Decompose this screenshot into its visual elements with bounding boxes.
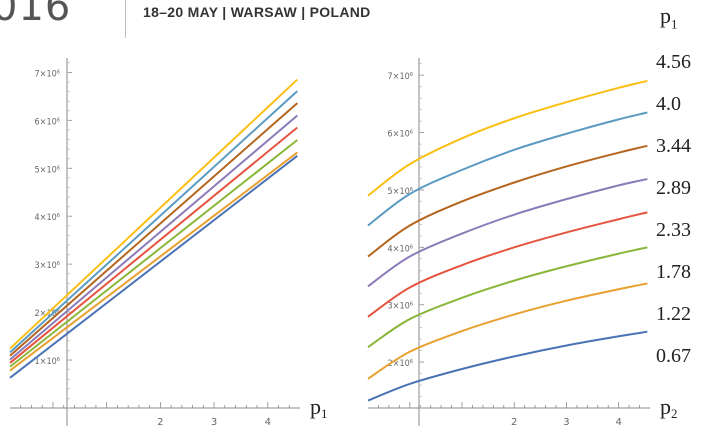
x-axis-label: p2	[660, 394, 678, 421]
series-line	[10, 128, 297, 363]
legend-title: p1	[660, 3, 678, 32]
legend-item: 3.44	[656, 136, 691, 156]
y-tick-label: 3×10⁶	[35, 261, 60, 271]
x-axis-label-sub: 2	[671, 406, 678, 421]
x-tick-label: 3	[211, 417, 217, 428]
y-tick-label: 2×10⁶	[388, 359, 413, 369]
series-line	[10, 116, 297, 360]
x-tick-label: 3	[563, 417, 569, 428]
y-tick-label: 4×10⁶	[388, 244, 413, 254]
legend-item: 4.56	[656, 52, 691, 72]
series-line	[368, 247, 647, 347]
legend-item: 2.33	[656, 220, 691, 240]
series-line	[368, 146, 647, 257]
x-tick-label: 2	[511, 417, 517, 428]
x-tick-label: 4	[265, 417, 271, 428]
y-tick-label: 7×10⁶	[35, 69, 60, 79]
x-axis-label: p1	[310, 394, 328, 421]
legend-item: 1.78	[656, 262, 691, 282]
y-tick-label: 6×10⁶	[35, 117, 60, 127]
x-tick-label: 2	[157, 417, 163, 428]
legend-title-main: p	[660, 3, 671, 28]
x-axis-label-sub: 1	[321, 406, 328, 421]
legend-item: 0.67	[656, 346, 691, 366]
legend-item: 1.22	[656, 304, 691, 324]
legend-item: 2.89	[656, 178, 691, 198]
y-tick-label: 4×10⁶	[35, 213, 60, 223]
y-tick-label: 1×10⁶	[35, 357, 60, 367]
series-line	[10, 103, 297, 356]
legend-title-sub: 1	[671, 16, 678, 31]
x-tick-label: 4	[615, 417, 621, 428]
y-tick-label: 6×10⁶	[388, 130, 413, 140]
y-tick-label: 3×10⁶	[388, 302, 413, 312]
legend-item: 4.0	[656, 94, 681, 114]
y-tick-label: 7×10⁶	[388, 72, 413, 82]
y-tick-label: 5×10⁶	[35, 165, 60, 175]
